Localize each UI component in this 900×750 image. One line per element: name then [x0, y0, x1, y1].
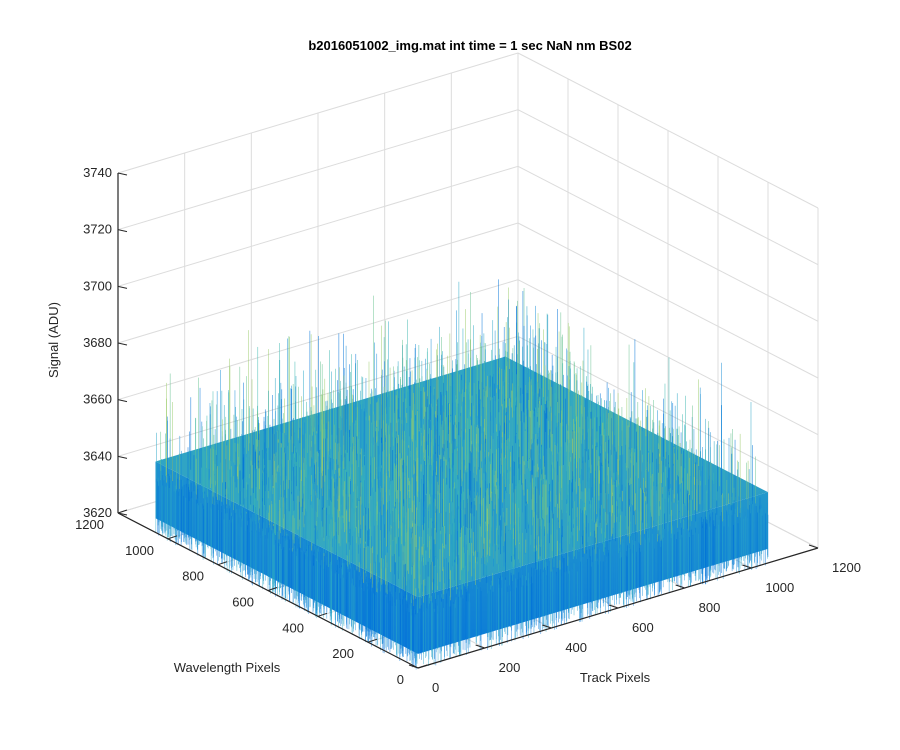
z-tick-label: 3700	[83, 278, 112, 293]
z-tick	[117, 285, 128, 289]
y-tick-label: 1200	[75, 517, 104, 532]
x-tick	[475, 644, 485, 649]
surface-plot	[155, 279, 769, 670]
x-tick	[608, 604, 619, 609]
x-tick	[542, 624, 552, 629]
y-tick-label: 0	[397, 672, 404, 687]
grid-line	[517, 279, 819, 436]
y-tick	[267, 587, 278, 591]
z-tick	[117, 455, 128, 459]
grid-line	[517, 109, 819, 266]
z-tick	[117, 399, 128, 403]
x-tick-label: 800	[699, 600, 721, 615]
y-tick	[117, 509, 128, 514]
x-tick-label: 400	[565, 640, 587, 655]
z-tick	[117, 512, 128, 516]
x-tick	[675, 584, 685, 589]
z-tick-label: 3620	[83, 505, 112, 520]
grid-line	[517, 222, 819, 379]
x-tick-label: 600	[632, 620, 654, 635]
x-tick-label: 1200	[832, 560, 861, 575]
y-tick-label: 600	[232, 595, 254, 610]
y-tick-label: 400	[282, 620, 304, 635]
y-tick	[367, 638, 378, 643]
z-axis-label: Signal (ADU)	[46, 302, 61, 378]
grid-line	[517, 52, 819, 209]
z-tick-label: 3740	[83, 165, 112, 180]
z-tick-label: 3640	[83, 448, 112, 463]
x-tick	[742, 564, 752, 569]
grid-line	[117, 222, 519, 344]
x-tick	[808, 544, 819, 549]
z-tick-label: 3680	[83, 335, 112, 350]
x-axis-ticks: 0 200 400 600 800 1000 1200	[408, 544, 861, 695]
y-tick-label: 800	[182, 569, 204, 584]
z-tick	[117, 172, 128, 176]
x-tick-label: 0	[432, 680, 439, 695]
grid-line	[117, 165, 519, 287]
x-tick-label: 200	[499, 660, 521, 675]
y-tick	[417, 664, 428, 669]
z-tick-label: 3720	[83, 222, 112, 237]
grid-line	[117, 52, 519, 174]
x-tick-label: 1000	[765, 580, 794, 595]
z-tick	[117, 229, 128, 233]
z-axis-ticks: 3620 3640 3660 3680 3700 3720 3740	[83, 165, 128, 520]
y-tick-label: 200	[332, 646, 354, 661]
y-axis-ticks: 0 200 400 600 800 1000 1200	[75, 509, 428, 687]
grid-line	[517, 165, 819, 322]
grid-line	[117, 335, 519, 457]
y-axis-label: Wavelength Pixels	[174, 660, 281, 675]
z-tick	[117, 342, 128, 346]
y-tick	[167, 535, 178, 540]
grid-line	[117, 109, 519, 231]
x-axis-label: Track Pixels	[580, 670, 651, 685]
grid-line	[117, 279, 519, 401]
y-tick	[317, 612, 328, 617]
y-tick	[217, 561, 228, 566]
x-tick	[408, 664, 419, 669]
y-tick-label: 1000	[125, 543, 154, 558]
z-tick-label: 3660	[83, 392, 112, 407]
chart-title: b2016051002_img.mat int time = 1 sec NaN…	[308, 38, 631, 53]
